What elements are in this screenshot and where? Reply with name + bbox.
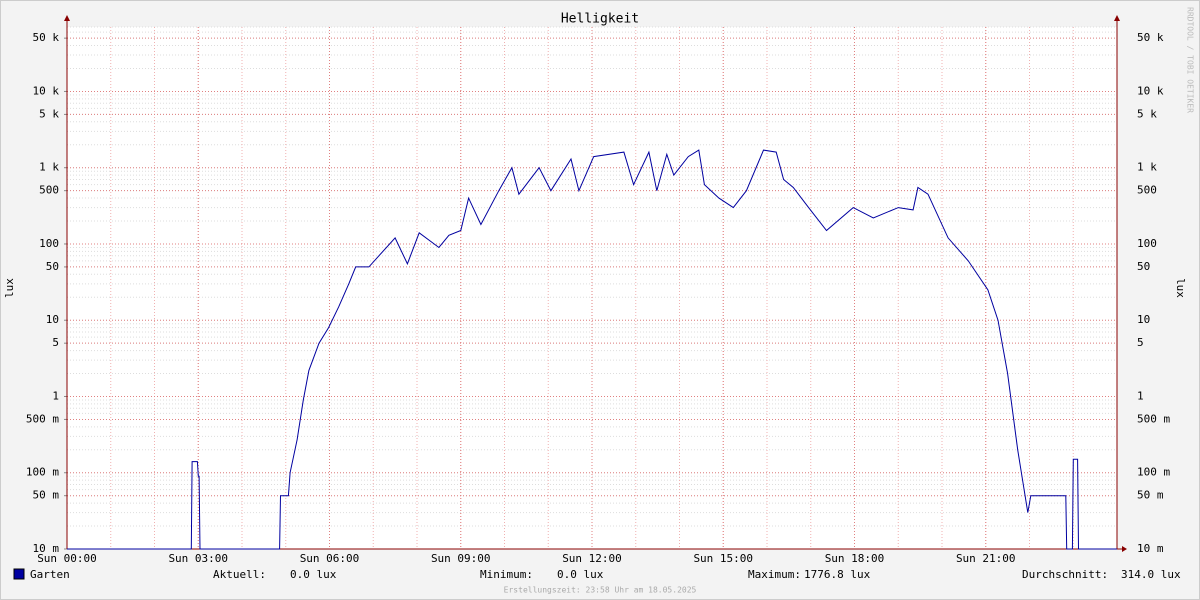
y2-tick-label: 5 — [1137, 336, 1144, 349]
arrow — [1122, 546, 1127, 552]
arrow — [64, 15, 70, 21]
y2-label: lux — [1174, 278, 1187, 298]
stat-value: 1776.8 lux — [804, 568, 871, 581]
y-tick-label: 100 — [39, 237, 59, 250]
x-tick-label: Sun 21:00 — [956, 552, 1016, 565]
x-tick-label: Sun 03:00 — [168, 552, 228, 565]
legend-entry: Garten — [30, 568, 70, 581]
y2-tick-label: 1 — [1137, 389, 1144, 402]
y-tick-label: 10 k — [33, 84, 60, 97]
arrow — [1114, 15, 1120, 21]
y-label: lux — [3, 278, 16, 298]
stat-label: Durchschnitt: — [1022, 568, 1108, 581]
y2-tick-label: 50 — [1137, 260, 1150, 273]
x-tick-label: Sun 00:00 — [37, 552, 97, 565]
side-label: RRDTOOL / TOBI OETIKER — [1186, 7, 1195, 113]
footer: Erstellungszeit: 23:58 Uhr am 18.05.2025 — [504, 586, 697, 595]
y2-tick-label: 500 — [1137, 184, 1157, 197]
x-tick-label: Sun 09:00 — [431, 552, 491, 565]
y-tick-label: 500 — [39, 184, 59, 197]
y-tick-label: 1 — [52, 389, 59, 402]
x-tick-label: Sun 06:00 — [300, 552, 360, 565]
legend-swatch — [13, 568, 25, 580]
stat-label: Aktuell: — [213, 568, 266, 581]
y2-tick-label: 10 k — [1137, 84, 1164, 97]
y2-tick-label: 5 k — [1137, 107, 1157, 120]
y2-tick-label: 500 m — [1137, 412, 1170, 425]
x-tick-label: Sun 12:00 — [562, 552, 622, 565]
line — [67, 149, 1117, 550]
y-tick-label: 50 m — [33, 489, 60, 502]
y-tick-label: 1 k — [39, 161, 59, 174]
stat-value: 0.0 lux — [290, 568, 337, 581]
stat-value: 314.0 lux — [1121, 568, 1181, 581]
y-tick-label: 5 — [52, 336, 59, 349]
y-tick-label: 10 m — [33, 542, 60, 555]
x-tick-label: Sun 18:00 — [825, 552, 885, 565]
chart-title: Helligkeit — [561, 12, 639, 27]
y-tick-label: 100 m — [26, 466, 59, 479]
y2-tick-label: 50 m — [1137, 489, 1164, 502]
y2-tick-label: 10 — [1137, 313, 1150, 326]
y2-tick-label: 1 k — [1137, 161, 1157, 174]
y-tick-label: 50 k — [33, 31, 60, 44]
stat-value: 0.0 lux — [557, 568, 604, 581]
y-tick-label: 10 — [46, 313, 59, 326]
y-tick-label: 50 — [46, 260, 59, 273]
y2-tick-label: 100 m — [1137, 466, 1170, 479]
y2-tick-label: 50 k — [1137, 31, 1164, 44]
x-tick-label: Sun 15:00 — [693, 552, 753, 565]
y2-tick-label: 10 m — [1137, 542, 1164, 555]
y-tick-label: 500 m — [26, 412, 59, 425]
stat-label: Maximum: — [748, 568, 801, 581]
y-tick-label: 5 k — [39, 107, 59, 120]
stat-label: Minimum: — [480, 568, 533, 581]
y2-tick-label: 100 — [1137, 237, 1157, 250]
